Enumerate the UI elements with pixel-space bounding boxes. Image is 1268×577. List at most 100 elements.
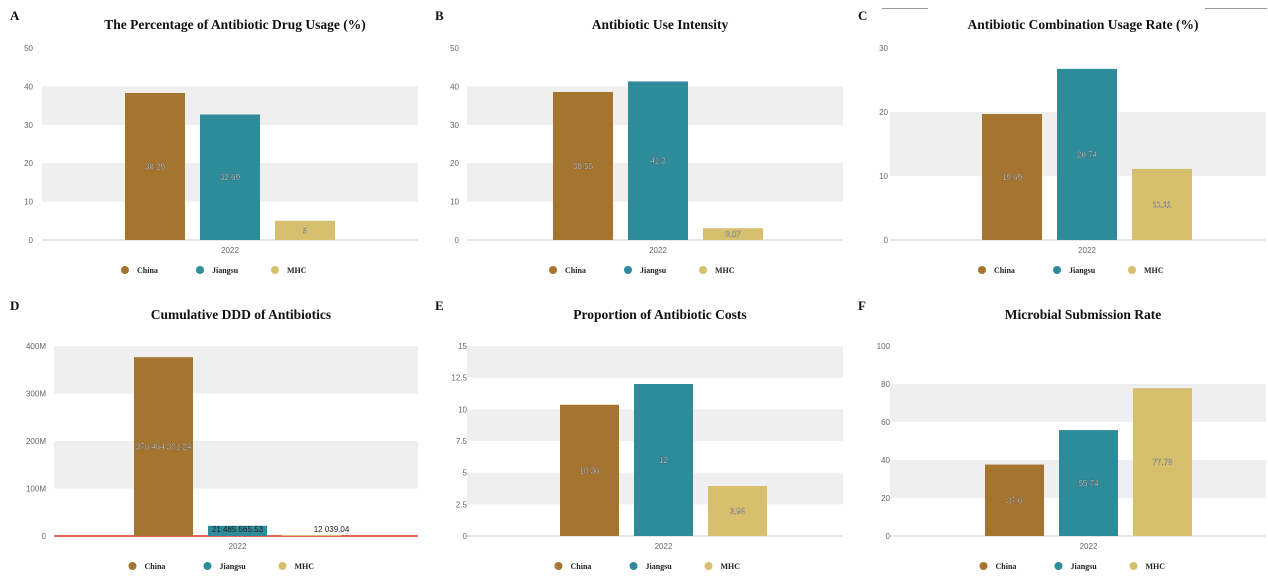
- legend-label-china: China: [137, 266, 158, 275]
- panel-letter: C: [858, 8, 867, 23]
- y-tick-label: 0: [455, 236, 460, 245]
- bar-jiangsu: [200, 114, 260, 240]
- y-tick-label: 0: [463, 532, 468, 541]
- data-label: 5: [303, 226, 308, 235]
- x-tick-label: 2022: [221, 246, 239, 255]
- legend-label-jiangsu: Jiangsu: [646, 562, 673, 571]
- bar-mhc: [282, 535, 341, 536]
- chart-title: Antibiotic Combination Usage Rate (%): [968, 17, 1199, 32]
- legend-marker-china: [128, 562, 137, 570]
- legend-marker-china: [979, 562, 988, 570]
- legend-marker-mhc: [1128, 266, 1136, 274]
- legend-label-china: China: [996, 562, 1017, 571]
- panel-letter: D: [10, 298, 19, 313]
- legend-marker-jiangsu: [196, 266, 204, 274]
- y-tick-label: 50: [24, 44, 33, 53]
- chart-svg-d: D Cumulative DDD of Antibiotics 0 100M 200M 3…: [10, 298, 418, 571]
- y-tick-label: 0: [884, 236, 889, 245]
- legend-marker-china: [554, 562, 563, 570]
- y-tick-label: 400M: [26, 342, 46, 351]
- y-tick-label: 30: [450, 121, 459, 130]
- y-tick-label: 40: [24, 82, 33, 91]
- legend-marker-china: [549, 266, 557, 274]
- legend-label-jiangsu: Jiangsu: [640, 266, 667, 275]
- chart-panel-c: C Antibiotic Combination Usage Rate (%) 0 1…: [848, 0, 1268, 287]
- decorative-rule-right: [1205, 8, 1267, 9]
- bar-mhc: [703, 228, 763, 240]
- data-label: 12: [659, 456, 668, 465]
- bar-jiangsu: [208, 525, 267, 536]
- data-label: 55.74: [1078, 479, 1099, 488]
- data-label: 37.6: [1007, 496, 1023, 505]
- legend-marker-mhc: [271, 266, 279, 274]
- legend-label-jiangsu: Jiangsu: [1069, 266, 1096, 275]
- y-tick-label: 10: [458, 405, 467, 414]
- legend-marker-mhc: [704, 562, 713, 570]
- y-tick-label: 10: [450, 198, 459, 207]
- y-tick-label: 40: [881, 456, 890, 465]
- bar-jiangsu: [634, 384, 693, 536]
- y-tick-label: 10: [879, 172, 888, 181]
- legend-label-mhc: MHC: [1146, 562, 1166, 571]
- chart-title: Cumulative DDD of Antibiotics: [151, 307, 331, 322]
- data-label: 77.78: [1152, 458, 1173, 467]
- bar-mhc: [708, 485, 767, 536]
- bar-mhc: [1132, 168, 1192, 240]
- data-label: 32.69: [220, 173, 241, 182]
- legend-marker-jiangsu: [624, 266, 632, 274]
- legend-marker-mhc: [278, 562, 287, 570]
- chart-panel-f: F Microbial Submission Rate 0 20 40 60 80 100 37…: [848, 290, 1268, 577]
- bar-mhc: [1133, 388, 1192, 536]
- data-label: 3.07: [725, 230, 741, 239]
- data-label: 3.95: [730, 507, 746, 516]
- y-tick-label: 100M: [26, 485, 46, 494]
- y-tick-label: 20: [881, 494, 890, 503]
- data-label: 38.55: [573, 162, 594, 171]
- legend-label-jiangsu: Jiangsu: [220, 562, 247, 571]
- chart-svg-a: A The Percentage of Antibiotic Drug Usage…: [10, 8, 418, 275]
- y-tick-label: 0: [29, 236, 34, 245]
- data-label: 19.69: [1002, 173, 1023, 182]
- legend-label-china: China: [571, 562, 592, 571]
- x-tick-label: 2022: [1078, 246, 1096, 255]
- bar-china: [982, 113, 1042, 240]
- y-tick-label: 30: [24, 121, 33, 130]
- chart-title: Antibiotic Use Intensity: [592, 17, 729, 32]
- y-tick-label: 20: [450, 159, 459, 168]
- legend-marker-jiangsu: [1053, 266, 1061, 274]
- y-tick-label: 300M: [26, 390, 46, 399]
- panel-letter: A: [10, 8, 20, 23]
- bar-jiangsu: [1057, 68, 1117, 240]
- legend-marker-jiangsu: [629, 562, 638, 570]
- data-label: 11.11: [1153, 200, 1172, 209]
- data-label: 12 039.04: [314, 525, 350, 534]
- bar-jiangsu: [628, 81, 688, 241]
- legend-label-china: China: [145, 562, 166, 571]
- y-tick-label: 15: [458, 342, 467, 351]
- y-tick-label: 200M: [26, 437, 46, 446]
- legend-label-china: China: [565, 266, 586, 275]
- y-tick-label: 50: [450, 44, 459, 53]
- chart-svg-e: E Proportion of Antibiotic Costs 0 2.5 5 7.5 1…: [435, 298, 843, 571]
- data-label: 10.36: [579, 466, 600, 475]
- decorative-rule-left: [882, 8, 928, 9]
- chart-svg-c: C Antibiotic Combination Usage Rate (%) 0 1…: [858, 8, 1266, 275]
- bar-china: [985, 464, 1044, 536]
- x-tick-label: 2022: [1080, 542, 1098, 551]
- y-tick-label: 0: [886, 532, 891, 541]
- data-label: 26.74: [1077, 150, 1098, 159]
- legend-marker-china: [121, 266, 129, 274]
- legend-label-mhc: MHC: [287, 266, 307, 275]
- chart-panel-b: B Antibiotic Use Intensity 0 10 20 30 40 50 38.5…: [425, 0, 845, 287]
- legend-marker-mhc: [699, 266, 707, 274]
- y-tick-label: 100: [877, 342, 891, 351]
- x-tick-label: 2022: [649, 246, 667, 255]
- y-tick-label: 5: [463, 469, 468, 478]
- chart-panel-a: A The Percentage of Antibiotic Drug Usage…: [0, 0, 420, 287]
- chart-title: Microbial Submission Rate: [1005, 307, 1162, 322]
- legend-label-jiangsu: Jiangsu: [1071, 562, 1098, 571]
- legend-marker-jiangsu: [1054, 562, 1063, 570]
- chart-svg-f: F Microbial Submission Rate 0 20 40 60 80 100 37…: [858, 298, 1266, 571]
- grid-band: [890, 384, 1266, 422]
- bar-china: [125, 92, 185, 240]
